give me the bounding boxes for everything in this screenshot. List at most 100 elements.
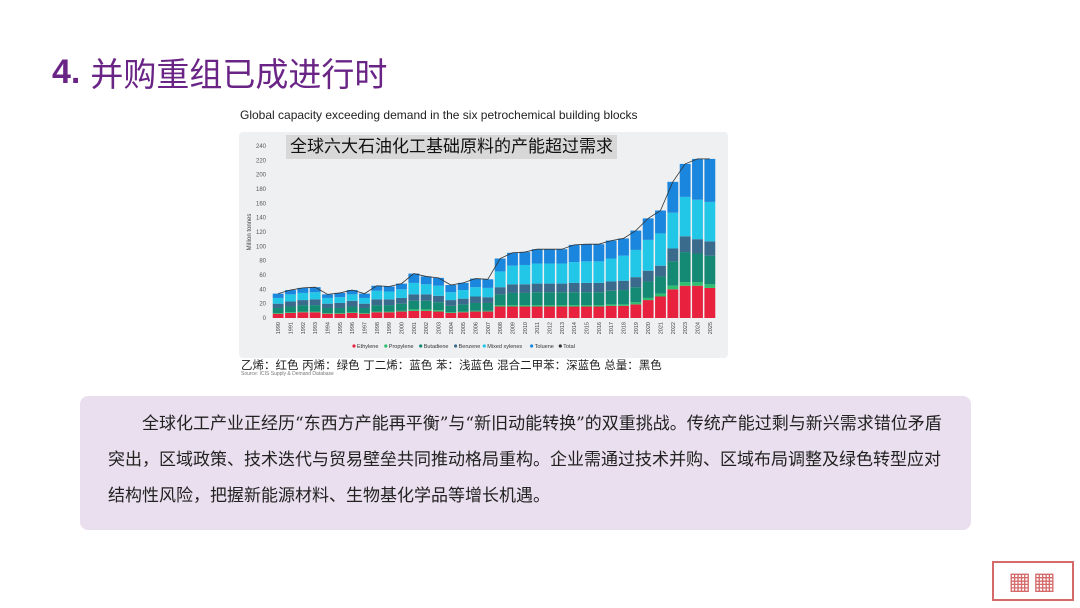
x-tick-label: 2004	[449, 322, 455, 334]
bar-segment	[285, 290, 296, 295]
bar-segment	[642, 218, 654, 240]
y-tick-label: 20	[259, 302, 266, 308]
slide-title: 4. 并购重组已成进行时	[52, 50, 387, 95]
bar-segment	[605, 258, 617, 282]
x-tick-label: 2002	[424, 322, 430, 334]
bar-segment	[618, 290, 629, 305]
bar-segment	[445, 285, 457, 293]
y-tick-label: 0	[263, 316, 267, 322]
bar-segment	[272, 312, 284, 314]
bar-segment	[593, 305, 605, 307]
bar-segment	[692, 253, 703, 283]
y-tick-label: 60	[259, 273, 266, 279]
bar-segment	[346, 294, 358, 301]
bar-segment	[371, 311, 383, 313]
bar-segment	[556, 249, 568, 264]
bar-segment	[605, 304, 617, 306]
bar-segment	[371, 312, 383, 318]
bar-segment	[482, 310, 494, 312]
bar-segment	[519, 305, 531, 307]
x-tick-label: 2022	[671, 322, 677, 334]
y-tick-label: 140	[256, 216, 267, 222]
x-tick-label: 2008	[498, 322, 504, 334]
bar-segment	[679, 252, 691, 283]
x-tick-label: 2005	[461, 322, 467, 334]
bar-segment	[556, 283, 568, 293]
bar-segment	[383, 312, 395, 318]
bar-segment	[655, 265, 666, 277]
bar-segment	[383, 311, 395, 313]
bar-segment	[346, 300, 358, 307]
bar-segment	[519, 264, 531, 285]
bar-segment	[556, 306, 568, 318]
bar-segment	[334, 297, 346, 303]
bar-segment	[605, 305, 617, 318]
bar-segment	[445, 292, 457, 301]
bar-segment	[667, 181, 679, 213]
bar-segment	[396, 283, 407, 290]
y-tick-label: 160	[256, 201, 267, 207]
bar-segment	[482, 302, 494, 311]
bar-segment	[297, 287, 309, 293]
bar-segment	[618, 305, 629, 318]
x-tick-label: 2000	[400, 322, 406, 334]
bar-segment	[630, 287, 642, 303]
bar-segment	[396, 310, 407, 312]
bar-segment	[457, 282, 469, 291]
bar-segment	[309, 311, 321, 313]
x-tick-label: 2015	[585, 322, 591, 334]
y-tick-label: 120	[256, 230, 267, 236]
x-tick-label: 1992	[301, 322, 307, 334]
bar-segment	[544, 305, 555, 307]
x-tick-label: 2023	[683, 322, 689, 334]
y-axis-label: Million tonnes	[247, 214, 253, 251]
bar-segment	[359, 293, 370, 298]
capacity-chart: 0 20 40 60 80 100 120 140 160 180 200 220 240 Million…	[247, 144, 716, 350]
bar-segment	[531, 283, 543, 293]
bar-segment	[704, 255, 716, 285]
bar-segment	[507, 265, 518, 285]
x-tick-label: 1999	[387, 322, 393, 334]
bar-segment	[457, 290, 469, 299]
bar-segment	[531, 305, 543, 307]
bar-segment	[297, 300, 309, 306]
legend-label: Butadiene	[424, 344, 449, 350]
bar-segment	[470, 311, 481, 318]
y-tick-label: 200	[256, 173, 267, 179]
bar-segment	[334, 307, 346, 313]
bar-segment	[408, 309, 420, 311]
summary-text: 全球化工产业正经历“东西方产能再平衡”与“新旧动能转换”的双重挑战。传统产能过剩…	[108, 414, 942, 506]
bar-segment	[568, 262, 580, 283]
bar-segment	[630, 230, 642, 250]
x-tick-label: 2013	[560, 322, 566, 334]
bar-segment	[322, 312, 333, 314]
bar-segment	[593, 306, 605, 318]
bar-segment	[420, 294, 432, 301]
bar-segment	[568, 306, 580, 318]
bar-segment	[679, 163, 691, 197]
x-tick-label: 2016	[597, 322, 603, 334]
bar-segment	[531, 249, 543, 264]
bar-segment	[309, 292, 321, 300]
bar-segment	[309, 312, 321, 318]
x-tick-label: 2020	[646, 322, 652, 334]
bar-segment	[408, 300, 420, 310]
x-tick-label: 2010	[523, 322, 529, 334]
x-tick-label: 1994	[326, 322, 332, 334]
x-tick-label: 1995	[338, 322, 344, 334]
bar-segment	[285, 312, 296, 318]
y-tick-label: 240	[256, 144, 267, 150]
bar-segment	[359, 297, 370, 304]
legend-label: Mixed xylenes	[487, 344, 522, 350]
bar-segment	[630, 249, 642, 278]
section-number: 4.	[52, 52, 81, 91]
bar-segment	[470, 310, 481, 312]
bar-segment	[482, 279, 494, 288]
x-tick-label: 2018	[622, 322, 628, 334]
bar-segment	[433, 302, 444, 311]
bar-segment	[507, 292, 518, 306]
seal-stamp-icon: ▦▦	[992, 561, 1074, 601]
bar-segment	[371, 285, 383, 291]
bar-segment	[297, 311, 309, 313]
bar-segment	[544, 263, 555, 284]
